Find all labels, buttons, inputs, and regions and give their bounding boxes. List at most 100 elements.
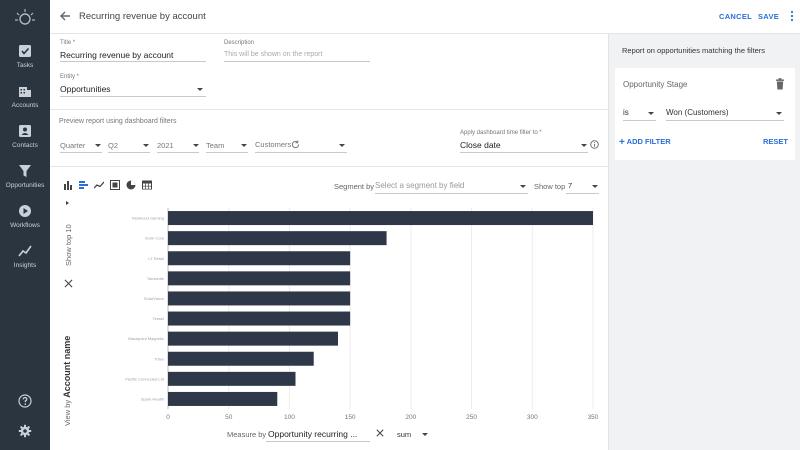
reset-button[interactable]: RESET: [762, 137, 788, 146]
title-underline: [60, 61, 206, 62]
x-tick-label: 250: [466, 414, 477, 421]
bar[interactable]: [168, 211, 593, 226]
gear-icon[interactable]: [18, 424, 32, 438]
segment-by-label: Segment by: [334, 182, 375, 191]
nav-label-contacts: Contacts: [12, 142, 38, 149]
chevron-down-icon[interactable]: [581, 144, 587, 147]
nav-label-accounts: Accounts: [11, 102, 39, 109]
description-field-label: Description: [224, 40, 255, 46]
nav-item-opportunities[interactable]: Opportunities: [0, 164, 50, 200]
entity-underline: [60, 96, 206, 97]
title-input[interactable]: Recurring revenue by account: [60, 50, 174, 60]
header: Recurring revenue by account CANCEL SAVE: [50, 0, 800, 34]
more-vert-icon[interactable]: [790, 10, 794, 22]
close-icon[interactable]: [64, 279, 73, 288]
play-circle-icon: [19, 205, 31, 217]
category-label: Pacific Connected Ltd: [125, 376, 164, 381]
number-tile-icon[interactable]: [110, 180, 120, 190]
add-filter-label: ADD FILTER: [626, 137, 671, 146]
bar[interactable]: [168, 331, 338, 346]
bar[interactable]: [168, 251, 351, 266]
chevron-down-icon[interactable]: [339, 144, 345, 147]
close-icon[interactable]: [376, 429, 384, 437]
customers-select[interactable]: Customers: [255, 140, 292, 149]
trash-icon[interactable]: [775, 78, 785, 90]
category-label: Tanzanite: [147, 276, 165, 281]
bar[interactable]: [168, 271, 351, 286]
arrow-left-icon[interactable]: [59, 10, 71, 22]
entity-field-label: Entity *: [60, 74, 80, 80]
chevron-down-icon[interactable]: [241, 144, 247, 147]
expand-arrow-icon[interactable]: [66, 201, 69, 205]
description-underline: [224, 61, 370, 62]
operator-select[interactable]: is: [623, 108, 629, 117]
category-label: Sorin Corp: [145, 236, 165, 241]
category-label: Tessel: [153, 316, 164, 321]
bar[interactable]: [168, 351, 314, 366]
year-select[interactable]: 2021: [157, 141, 174, 150]
x-tick-label: 150: [345, 414, 356, 421]
chevron-down-icon[interactable]: [143, 144, 149, 147]
aggregation-select[interactable]: sum: [397, 430, 412, 439]
nav-item-tasks[interactable]: Tasks: [0, 44, 50, 80]
right-panel: Report on opportunities matching the fil…: [608, 34, 800, 450]
show-top-select[interactable]: 7: [568, 181, 573, 190]
bar[interactable]: [168, 231, 387, 246]
divider: [50, 166, 608, 167]
chevron-down-icon[interactable]: [592, 185, 598, 188]
bar-chart: 0 50 100 150 200 250 300 350 Redwood Gaming Sorin…: [50, 200, 608, 430]
chevron-down-icon[interactable]: [422, 433, 428, 436]
chevron-down-icon[interactable]: [197, 88, 203, 91]
bar-chart-icon[interactable]: [63, 180, 73, 190]
chevron-down-icon[interactable]: [776, 112, 782, 115]
add-filter-button[interactable]: + ADD FILTER: [619, 137, 671, 148]
chevron-down-icon[interactable]: [648, 112, 654, 115]
bar-chart-svg: 0 50 100 150 200 250 300 350 Redwood Gaming Sorin…: [125, 208, 599, 421]
time-filter-label: Apply dashboard time filter to *: [460, 130, 542, 136]
segment-select[interactable]: Select a segment by field: [375, 181, 465, 190]
line-chart-icon[interactable]: [94, 180, 104, 190]
refresh-icon[interactable]: [291, 140, 300, 149]
q-select[interactable]: Q2: [108, 141, 119, 150]
nav-item-workflows[interactable]: Workflows: [0, 204, 50, 240]
show-top-label: Show top: [534, 182, 566, 191]
help-icon[interactable]: [18, 394, 32, 408]
description-input[interactable]: This will be shown on the report: [224, 51, 323, 58]
entity-select[interactable]: Opportunities: [60, 84, 111, 94]
contact-card-icon: [19, 125, 31, 137]
sun-logo-icon[interactable]: [14, 7, 36, 29]
category-label: Redwood Gaming: [132, 216, 164, 221]
segment-underline: [375, 193, 528, 194]
bar[interactable]: [168, 391, 278, 406]
measure-select[interactable]: Opportunity recurring ...: [268, 429, 358, 439]
nav-label-opportunities: Opportunities: [5, 182, 45, 189]
filter-value-select[interactable]: Won (Customers): [666, 108, 729, 117]
cancel-button[interactable]: CANCEL: [719, 12, 753, 21]
category-label: Spark Health: [141, 396, 164, 401]
chevron-down-icon[interactable]: [520, 185, 526, 188]
show-top-underline: [566, 193, 599, 194]
measure-by-label: Measure by: [227, 430, 267, 439]
filter-title: Opportunity Stage: [623, 80, 688, 89]
pie-chart-icon[interactable]: [126, 180, 136, 190]
chevron-down-icon[interactable]: [95, 144, 101, 147]
nav-item-accounts[interactable]: Accounts: [0, 84, 50, 120]
trend-line-icon: [18, 245, 32, 257]
horizontal-bar-chart-icon[interactable]: [79, 180, 89, 190]
team-select[interactable]: Team: [206, 141, 225, 150]
table-icon[interactable]: [142, 180, 152, 190]
time-filter-select[interactable]: Close date: [460, 140, 501, 150]
right-panel-title: Report on opportunities matching the fil…: [622, 46, 765, 55]
quarter-select[interactable]: Quarter: [60, 141, 86, 150]
category-label: SolarVision: [144, 296, 164, 301]
info-icon[interactable]: [590, 140, 599, 149]
nav-item-insights[interactable]: Insights: [0, 244, 50, 280]
nav-item-contacts[interactable]: Contacts: [0, 124, 50, 160]
bar[interactable]: [168, 371, 296, 386]
chevron-down-icon[interactable]: [193, 144, 199, 147]
save-button[interactable]: SAVE: [758, 12, 780, 21]
bar[interactable]: [168, 291, 351, 306]
x-tick-label: 300: [527, 414, 538, 421]
page-title: Recurring revenue by account: [79, 11, 206, 22]
bar[interactable]: [168, 311, 351, 326]
